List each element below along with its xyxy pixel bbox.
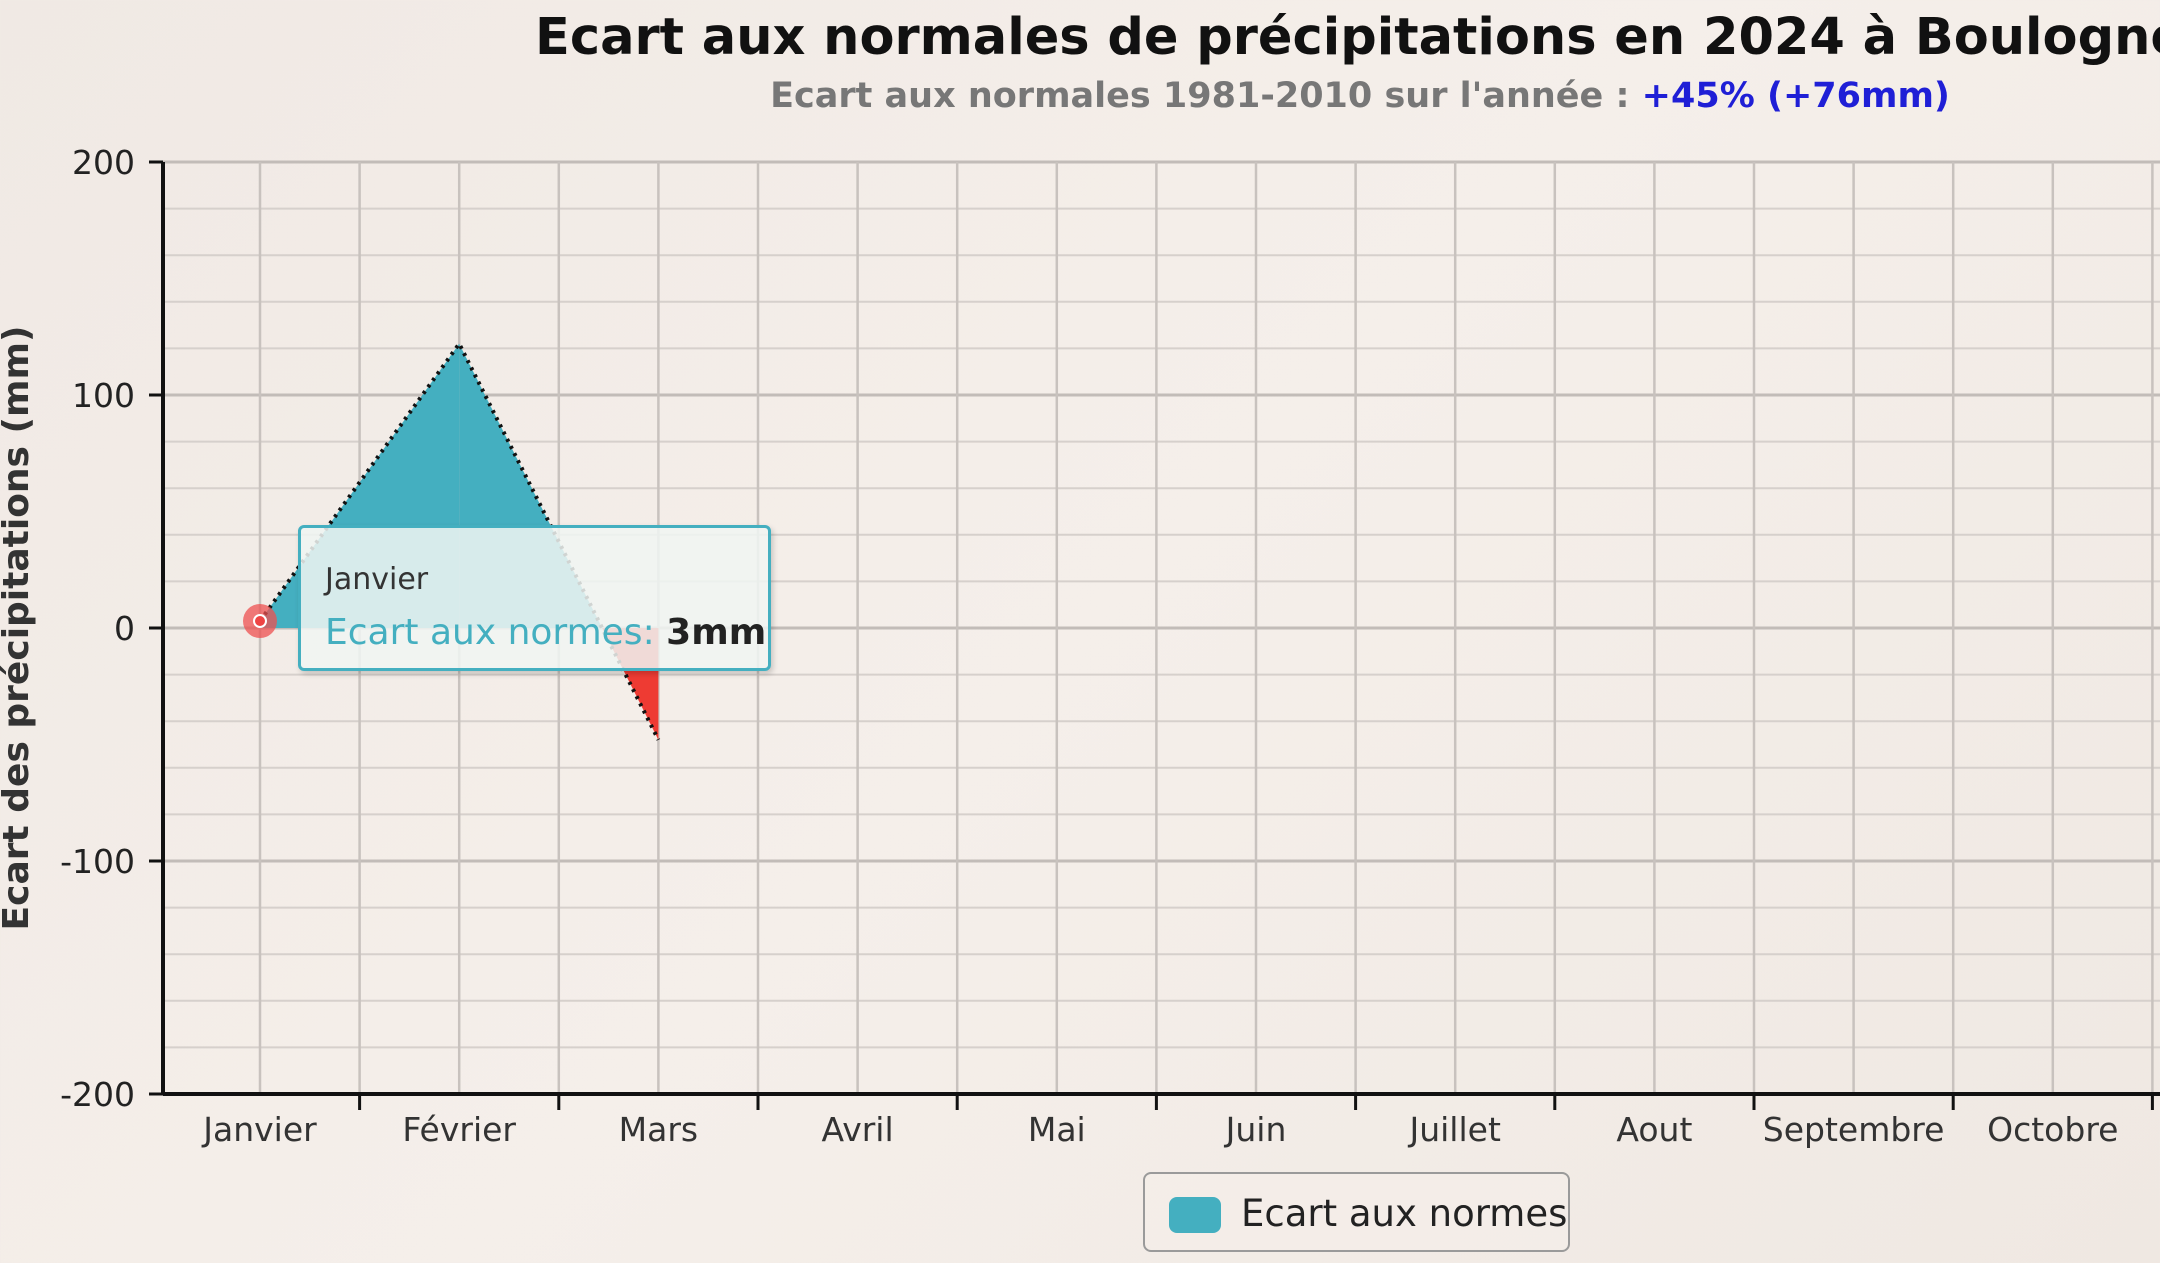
tooltip-series-label: Ecart aux normes: (325, 612, 667, 653)
x-tick-label: Octobre (1987, 1110, 2118, 1149)
tooltip: Janvier Ecart aux normes: 3mm (298, 525, 771, 671)
grid (163, 160, 2160, 1096)
tooltip-category: Janvier (325, 562, 429, 597)
x-tick-label: Mars (619, 1110, 698, 1149)
x-axis-ticks: Janvier Février Mars Avril Mai Juin Juillet Aou… (201, 1094, 2154, 1149)
subtitle-highlight: +45% (+76mm) (1641, 76, 1950, 116)
legend-swatch (1169, 1197, 1221, 1233)
subtitle-prefix: Ecart aux normales 1981-2010 sur l'année… (770, 76, 1642, 116)
x-tick-label: Avril (822, 1110, 894, 1149)
hover-marker (243, 604, 277, 639)
legend-label: Ecart aux normes (1241, 1192, 1568, 1235)
x-tick-label: Février (402, 1110, 516, 1149)
y-tick-label: -100 (60, 842, 135, 881)
x-tick-label: Mai (1028, 1110, 1086, 1149)
y-tick-label: 100 (72, 376, 135, 415)
hover-marker-dot (253, 614, 267, 629)
x-tick-label: Juin (1224, 1110, 1287, 1149)
x-tick-label: Aout (1616, 1110, 1692, 1149)
y-tick-label: 200 (72, 143, 135, 182)
x-tick-label: Septembre (1763, 1110, 1945, 1149)
y-tick-label: 0 (114, 609, 135, 648)
tooltip-line: Ecart aux normes: 3mm (325, 612, 766, 653)
y-tick-label: -200 (60, 1075, 135, 1114)
y-axis-label: Ecart des précipitations (mm) (0, 326, 37, 931)
chart-subtitle: Ecart aux normales 1981-2010 sur l'année… (0, 76, 2160, 116)
legend[interactable]: Ecart aux normes (1143, 1172, 1570, 1252)
x-tick-label: Juillet (1407, 1110, 1500, 1149)
y-axis-ticks: 200 100 0 -100 -200 (60, 143, 163, 1114)
chart-title: Ecart aux normales de précipitations en … (535, 8, 2160, 67)
x-tick-label: Janvier (201, 1110, 317, 1149)
tooltip-value: 3mm (666, 612, 767, 653)
